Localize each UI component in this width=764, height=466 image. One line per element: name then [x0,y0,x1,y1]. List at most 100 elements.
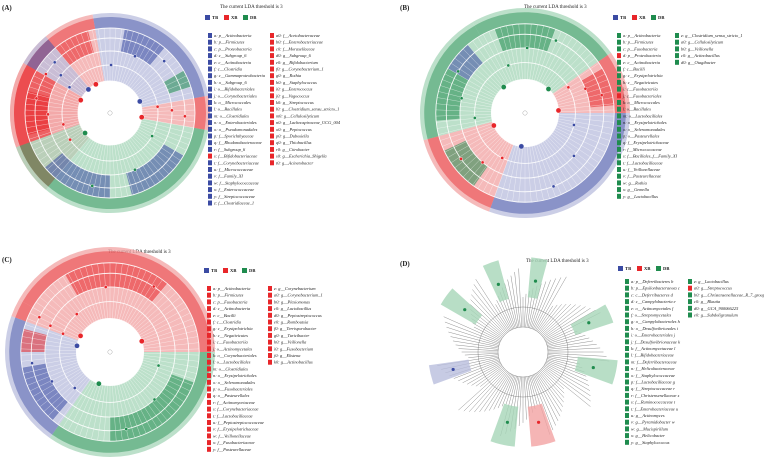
taxa-legend-entry: d0: g__GCA_900066225 [694,306,739,311]
tree-branch [551,133,596,169]
clade-node [551,184,556,189]
taxa-legend-entry: m0: g__Cellulosilyticum [276,113,319,118]
tree-branch [529,376,538,406]
tree-branch [39,130,84,161]
taxa-legend-swatch [208,113,212,119]
taxa-legend-swatch [268,286,272,291]
taxa-legend-entry: r0: g__Citrobacter [276,147,310,152]
taxa-legend-swatch [208,79,212,85]
tree-branch [505,375,516,405]
tree-branch [539,303,567,334]
taxa-legend-swatch [625,359,629,365]
taxa-legend-entry: g: c__Erysipelotrichia [213,326,253,331]
tree-branch [488,31,512,83]
clade-outer-band [26,39,56,71]
clade-outer-band [15,301,33,322]
taxa-legend-entry: k: o__Micrococcales [623,100,660,105]
taxa-legend-swatch [208,100,212,105]
tree-branch [531,375,554,431]
clade-sector [527,403,556,447]
group-legend-swatch [224,15,229,20]
tree-branch [36,128,83,156]
taxa-legend-swatch [675,46,679,52]
clade-sector [440,288,483,325]
panel-b: (B) The current LDA threshold is 3 TB XB DB a… [400,4,743,218]
tree-branch [103,144,108,198]
taxa-legend-swatch [268,292,272,298]
tree-branch [546,331,578,344]
taxa-legend-swatch [625,312,629,318]
taxa-legend-swatch [270,153,274,159]
taxa-legend-entry: p: o__Fusobacteriales [212,387,253,392]
tree-branch [97,263,106,319]
taxa-legend-entry: o: o__Selenomonadales [213,380,255,385]
tree-branch [118,31,134,83]
tree-branch [103,28,108,82]
panel-label: (D) [400,260,410,268]
tree-branch [138,126,187,151]
taxa-legend-swatch [270,73,274,79]
taxa-legend-entry: a0: g__Streptococcus [694,286,732,291]
taxa-legend-entry: q: f__Erysipelotrichaceae [623,140,669,145]
tree-branch [547,340,594,349]
tree-branch [494,144,514,197]
tree-branch [135,60,178,94]
taxa-legend-entry: u: f__Veillonellaceae [623,167,660,172]
tree-branch [531,279,551,329]
taxa-legend-swatch [268,319,272,325]
clade-node [583,86,588,91]
taxa-legend-entry: b: p__Firmicutes [623,40,654,45]
cladogram [9,13,210,213]
tree-branch [475,279,510,332]
taxa-legend-entry: b0: f__Enterobacteriaceae [276,40,323,45]
tree-branch [453,360,500,379]
taxa-legend-swatch [617,173,621,179]
taxa-legend-entry: i: c__Fusobacteriia [213,340,249,345]
tree-branch [462,48,502,89]
taxa-legend-swatch [625,299,629,305]
tree-branch [493,374,512,410]
tree-branch [531,145,544,201]
tree-branch [447,129,496,158]
tree-branch [140,122,191,140]
taxa-legend-swatch [270,133,274,139]
tree-branch [29,122,80,140]
tree-branch [547,344,597,350]
taxa-legend-swatch [207,299,211,305]
tree-branch [141,324,195,342]
tree-branch [518,23,523,80]
taxa-legend-entry: z: g__Corynebacterium [273,286,316,291]
tree-branch [533,278,556,330]
tree-branch [137,70,184,98]
taxa-legend-swatch [625,325,629,331]
taxa-legend-swatch [688,285,692,291]
tree-branch [103,385,108,442]
taxa-legend-swatch [270,160,274,166]
taxa-legend-entry: y: g__Staphylococcus [630,440,670,445]
taxa-legend-swatch [268,326,272,332]
clade-sub-sector [55,30,94,66]
tree-branch [133,376,173,417]
tree-branch [543,308,591,339]
tree-branch [129,279,163,325]
tree-branch [137,128,184,156]
clade-node [525,46,529,50]
tree-branch [556,85,610,103]
taxa-legend-entry: n: o__Erysipelotrichales [213,373,257,378]
tree-branch [479,372,509,413]
tree-branch [25,362,79,380]
tree-branch [556,79,608,101]
taxa-legend-entry: h: o__Subgroup_6 [214,80,247,85]
tree-branch [488,143,512,195]
tree-branch [549,53,592,91]
taxa-legend-entry: j: o__Corynebacteriales [213,93,257,98]
taxa-legend-swatch [688,292,692,298]
taxa-legend-swatch [208,193,212,199]
tree-branch [531,25,544,81]
tree-branch [558,118,613,129]
clade-outer-band [13,18,96,187]
taxa-legend: a: p__Deferribacteres b b: p__Epsilonbact… [625,279,764,445]
taxa-legend-swatch [625,433,629,439]
group-legend-swatch [204,268,209,273]
